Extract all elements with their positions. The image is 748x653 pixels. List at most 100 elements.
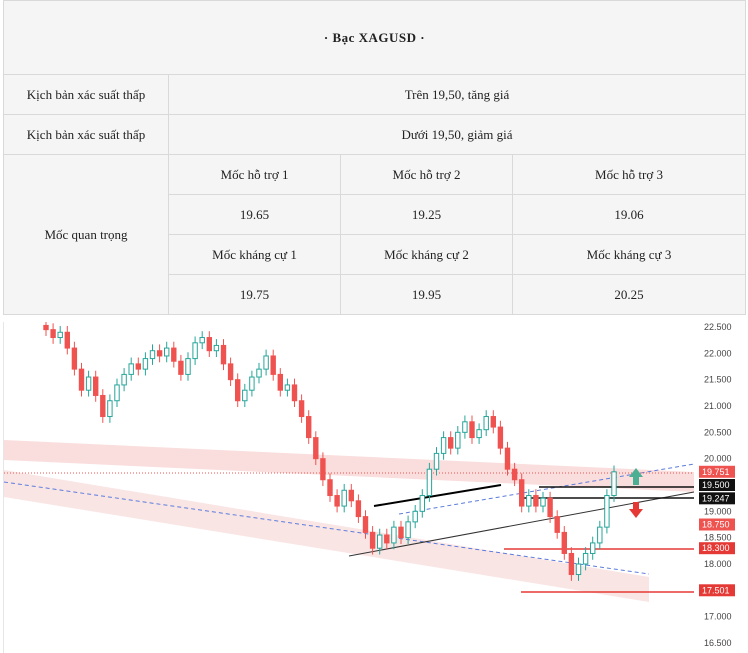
price-tag-label: 19.751: [702, 467, 730, 477]
candle-up: [540, 497, 546, 507]
price-tag-label: 19.247: [702, 493, 730, 503]
candle-down: [93, 376, 99, 396]
candle-up: [341, 489, 347, 507]
candle-up: [249, 376, 255, 391]
candle-down: [398, 526, 404, 539]
candle-down: [519, 479, 525, 507]
candle-up: [611, 471, 617, 497]
price-tag-box: [699, 492, 735, 505]
candle-down: [568, 552, 575, 576]
candle-up: [433, 452, 440, 470]
scenario-label-2: Kịch bản xác suất thấp: [3, 114, 169, 155]
scenario-value-2: Dưới 19,50, giảm giá: [167, 114, 747, 155]
candle-down: [327, 479, 333, 497]
candle-up: [192, 342, 198, 360]
candle-down: [156, 350, 163, 357]
support-1-value: 19.65: [168, 194, 341, 235]
axis-tick-label: 18.000: [704, 559, 732, 569]
candle-down: [43, 324, 49, 331]
channel-midline-2: [398, 463, 695, 515]
candle-down: [384, 534, 390, 544]
candle-down: [547, 497, 553, 518]
price-tag-label: 17.501: [702, 585, 730, 595]
candle-down: [497, 426, 504, 449]
candle-up: [391, 526, 397, 544]
candle-up: [575, 563, 582, 576]
key-levels-label: Mốc quan trọng: [3, 154, 169, 315]
price-tag-box: [699, 542, 735, 555]
resistance-1-value: 19.75: [168, 274, 341, 315]
analysis-document: · Bạc XAGUSD · Kịch bản xác suất thấp Tr…: [2, 0, 747, 315]
candles-group: [43, 322, 617, 581]
candle-up: [199, 337, 205, 344]
candle-up: [412, 510, 418, 523]
candle-down: [171, 347, 177, 362]
price-tag-label: 19.500: [702, 480, 730, 490]
candle-down: [71, 347, 78, 370]
candle-up: [455, 431, 461, 449]
support-3-value: 19.06: [511, 194, 747, 235]
axis-tick-label: 21.000: [704, 401, 732, 411]
channel-band-lower: [4, 470, 649, 602]
resistance-2-name: Mốc kháng cự 2: [340, 234, 513, 275]
candle-down: [227, 363, 234, 381]
candle-up: [142, 358, 149, 370]
price-axis: 22.500 22.000 21.500 21.000 20.500 20.000 19.0…: [704, 322, 732, 648]
candle-down: [178, 360, 184, 375]
support-3-name: Mốc hỗ trợ 3: [511, 154, 747, 195]
price-tag-label: 18.750: [702, 520, 730, 530]
support-2-value: 19.25: [340, 194, 513, 235]
candle-down: [235, 379, 241, 402]
candle-up: [590, 542, 596, 554]
scenario-value-1: Trên 19,50, tăng giá: [167, 74, 747, 115]
support-1-name: Mốc hỗ trợ 1: [168, 154, 341, 195]
axis-tick-label: 19.000: [704, 506, 732, 516]
candle-up: [419, 495, 426, 512]
candle-down: [320, 458, 326, 481]
candle-down: [306, 416, 312, 439]
candle-up: [128, 363, 134, 375]
candle-down: [135, 363, 142, 370]
candle-up: [242, 389, 248, 402]
price-tag-box: [699, 584, 735, 597]
resistance-3-name: Mốc kháng cự 3: [511, 234, 747, 275]
axis-tick-label: 22.000: [704, 348, 732, 358]
candle-up: [121, 373, 127, 386]
candle-down: [469, 421, 475, 439]
candle-up: [597, 526, 603, 544]
candle-up: [284, 384, 291, 391]
candle-up: [213, 344, 220, 352]
candle-up: [149, 350, 156, 360]
candle-up: [185, 358, 191, 375]
axis-tick-label: 16.500: [704, 638, 732, 648]
candle-up: [164, 347, 170, 357]
candle-up: [462, 421, 468, 433]
channel-midline: [4, 481, 650, 575]
candle-up: [440, 437, 447, 454]
price-tag-box: [699, 479, 735, 491]
chart-svg: 22.500 22.000 21.500 21.000 20.500 20.000 19.0…: [4, 322, 735, 648]
candle-down: [313, 437, 319, 460]
candle-up: [476, 429, 482, 439]
candle-down: [50, 329, 56, 339]
candle-up: [114, 384, 120, 402]
resistance-trendline: [373, 484, 502, 507]
price-tag-label: 18.300: [702, 543, 730, 553]
candle-down: [504, 447, 511, 470]
price-tag-box: [699, 465, 735, 478]
channel-band: [4, 440, 694, 492]
support-2-name: Mốc hỗ trợ 2: [340, 154, 513, 195]
price-tags: 19.751 19.500 19.247 18.750 18.300 17.501: [699, 465, 735, 597]
candle-up: [85, 376, 92, 391]
candle-down: [64, 331, 70, 349]
candle-up: [57, 331, 63, 339]
candle-down: [78, 368, 85, 391]
axis-tick-label: 21.500: [704, 375, 732, 385]
candle-down: [448, 437, 454, 449]
resistance-3-value: 20.25: [511, 274, 747, 315]
candle-down: [348, 489, 355, 502]
scenario-label-1: Kịch bản xác suất thấp: [3, 74, 169, 115]
candle-down: [561, 531, 567, 554]
candle-down: [270, 355, 276, 375]
candle-down: [291, 384, 298, 402]
